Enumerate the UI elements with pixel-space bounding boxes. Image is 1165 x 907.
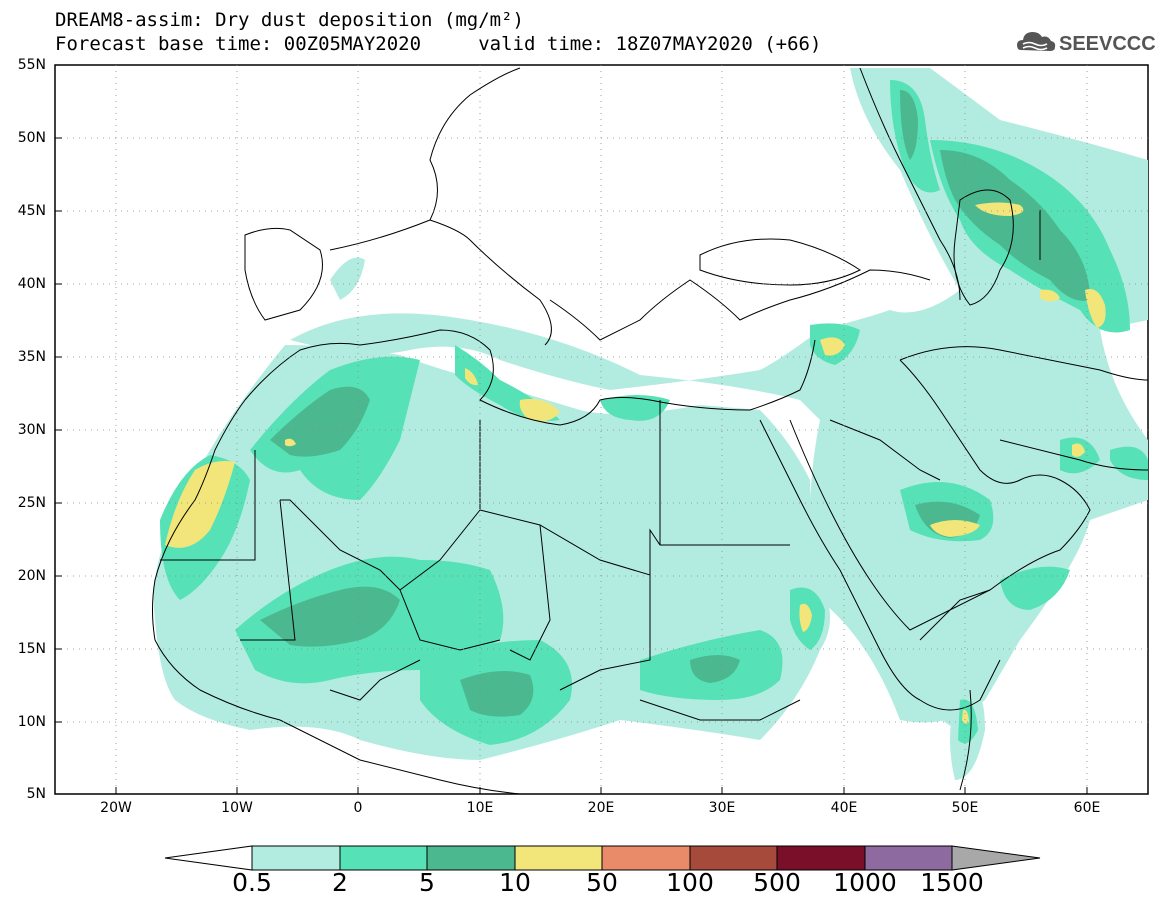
colorbar-bin-5 bbox=[601, 845, 691, 871]
lon-label: 0 bbox=[353, 800, 363, 816]
lat-label: 10N bbox=[17, 714, 46, 730]
lon-label: 20W bbox=[100, 800, 132, 816]
colorbar-label: 2 bbox=[332, 868, 348, 897]
colorbar-bin-6 bbox=[689, 845, 778, 871]
svg-text:SEEVCCC: SEEVCCC bbox=[1059, 33, 1155, 55]
seevccc-logo: SEEVCCC bbox=[1017, 32, 1155, 55]
colorbar-high-arrow bbox=[951, 845, 1041, 871]
lat-label: 40N bbox=[17, 276, 46, 292]
map-frame bbox=[54, 64, 1149, 795]
colorbar-label: 5 bbox=[419, 868, 435, 897]
lat-label: 5N bbox=[26, 786, 46, 802]
lat-label: 30N bbox=[17, 422, 46, 438]
colorbar-bin-1 bbox=[251, 845, 341, 871]
coastlines bbox=[152, 67, 1148, 794]
lon-label: 10W bbox=[221, 800, 253, 816]
colorbar-label: 100 bbox=[666, 868, 714, 897]
colorbar-label: 1000 bbox=[833, 868, 897, 897]
colorbar-label: 1500 bbox=[920, 868, 984, 897]
colorbar-label: 10 bbox=[499, 868, 531, 897]
lon-label: 50E bbox=[951, 800, 979, 816]
colorbar-bin-7 bbox=[776, 845, 866, 871]
forecast-time-line: Forecast base time: 00Z05MAY2020 valid t… bbox=[55, 33, 822, 55]
lat-label: 15N bbox=[17, 641, 46, 657]
lat-label: 50N bbox=[17, 130, 46, 146]
lat-label: 35N bbox=[17, 349, 46, 365]
axis-ticks bbox=[55, 64, 1088, 794]
lat-label: 20N bbox=[17, 568, 46, 584]
colorbar-bin-4 bbox=[514, 845, 603, 871]
map-title: DREAM8-assim: Dry dust deposition (mg/m²… bbox=[55, 9, 524, 31]
lon-label: 30E bbox=[708, 800, 736, 816]
colorbar-bin-3 bbox=[426, 845, 516, 871]
lat-label: 55N bbox=[17, 57, 46, 73]
lon-label: 10E bbox=[466, 800, 494, 816]
lon-label: 40E bbox=[830, 800, 858, 816]
contour-10-50 bbox=[165, 202, 1106, 724]
graticule bbox=[55, 65, 1148, 794]
colorbar-low-arrow bbox=[164, 845, 253, 871]
colorbar-bin-8 bbox=[864, 845, 953, 871]
colorbar-bin-2 bbox=[339, 845, 428, 871]
lat-label: 25N bbox=[17, 495, 46, 511]
colorbar-label: 0.5 bbox=[232, 868, 272, 897]
lon-label: 60E bbox=[1073, 800, 1101, 816]
colorbar-label: 500 bbox=[753, 868, 801, 897]
contour-5-10 bbox=[260, 90, 1090, 717]
colorbar bbox=[164, 845, 1041, 871]
lat-label: 45N bbox=[17, 203, 46, 219]
lon-label: 20E bbox=[587, 800, 615, 816]
colorbar-label: 50 bbox=[586, 868, 618, 897]
